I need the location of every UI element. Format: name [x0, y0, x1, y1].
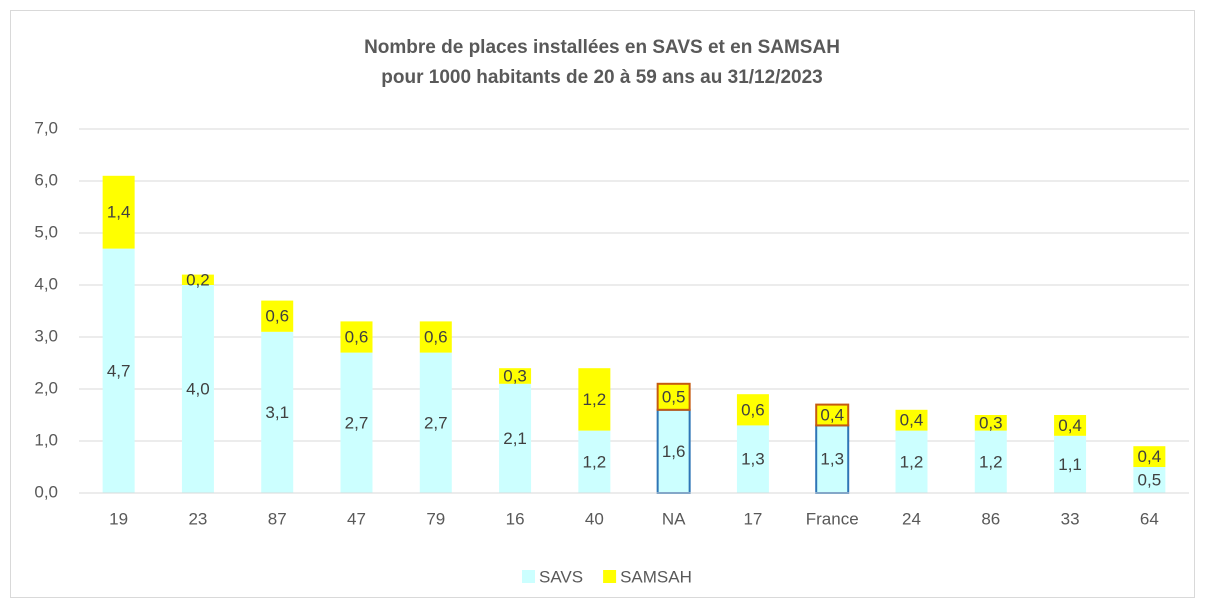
bar-segment	[102, 175, 135, 249]
y-tick-label: 3,0	[34, 326, 58, 345]
x-tick-label: 16	[506, 509, 525, 528]
x-tick-label: 33	[1061, 509, 1080, 528]
bar-segment	[578, 430, 611, 493]
bar-segment	[1133, 467, 1166, 493]
data-label: 0,4	[1138, 447, 1162, 466]
x-tick-label: 40	[585, 509, 604, 528]
data-label: 3,1	[265, 403, 289, 422]
chart-title: pour 1000 habitants de 20 à 59 ans au 31…	[381, 67, 822, 88]
bar-segment	[261, 300, 294, 332]
x-tick-label: 87	[268, 509, 287, 528]
chart-title: Nombre de places installées en SAVS et e…	[364, 37, 840, 58]
bar-segment	[1133, 446, 1166, 467]
x-tick-label: 64	[1140, 509, 1159, 528]
bar-segment	[340, 352, 373, 493]
x-tick-label: 47	[347, 509, 366, 528]
data-label: 1,2	[583, 452, 607, 471]
bar-segment	[974, 430, 1007, 493]
data-label: 4,0	[186, 379, 210, 398]
legend-swatch	[522, 570, 535, 583]
legend-label: SAMSAH	[620, 567, 692, 586]
bar-segment	[974, 415, 1007, 431]
x-tick-label: France	[806, 509, 859, 528]
y-tick-label: 4,0	[34, 274, 58, 293]
bar-segment	[656, 408, 691, 494]
bar-segment	[736, 394, 769, 426]
data-label: 4,7	[107, 361, 131, 380]
data-label: 2,7	[424, 413, 448, 432]
bar-segment	[340, 321, 373, 353]
x-tick-label: NA	[662, 509, 686, 528]
y-tick-label: 7,0	[34, 118, 58, 137]
y-tick-label: 1,0	[34, 430, 58, 449]
bar-segment	[578, 368, 611, 431]
y-tick-label: 6,0	[34, 170, 58, 189]
data-label: 1,1	[1058, 455, 1082, 474]
bar-segment	[419, 321, 452, 353]
data-label: 0,3	[503, 366, 527, 385]
data-label: 0,4	[900, 411, 924, 430]
bar-segment	[895, 430, 928, 493]
data-label: 1,2	[583, 390, 607, 409]
y-tick-label: 5,0	[34, 222, 58, 241]
data-label: 1,2	[979, 452, 1003, 471]
bar-segment	[736, 425, 769, 493]
data-label: 1,2	[900, 452, 924, 471]
data-label: 0,6	[265, 307, 289, 326]
bar-segment	[102, 248, 135, 493]
x-tick-label: 23	[188, 509, 207, 528]
data-label: 0,6	[424, 327, 448, 346]
data-label: 0,6	[741, 400, 765, 419]
x-tick-label: 19	[109, 509, 128, 528]
bar-segment	[815, 403, 850, 427]
bar-segment	[181, 274, 214, 285]
data-label: 0,6	[345, 327, 369, 346]
x-tick-label: 86	[981, 509, 1000, 528]
bar-segment	[656, 382, 691, 411]
data-label: 0,5	[662, 387, 686, 406]
data-label: 2,7	[345, 413, 369, 432]
bar-segment	[1054, 415, 1087, 436]
bar-segment	[419, 352, 452, 493]
bar-segment	[261, 331, 294, 493]
bar-segment	[895, 409, 928, 431]
bar-segment	[499, 383, 532, 493]
x-tick-label: 17	[743, 509, 762, 528]
bar-segment	[1054, 435, 1087, 493]
data-label: 0,3	[979, 413, 1003, 432]
data-label: 0,2	[186, 270, 210, 289]
legend-swatch	[603, 570, 617, 583]
y-tick-label: 2,0	[34, 378, 58, 397]
x-tick-label: 79	[426, 509, 445, 528]
data-label: 1,6	[662, 442, 686, 461]
data-label: 0,4	[1058, 416, 1082, 435]
bar-segment	[181, 285, 214, 493]
data-label: 0,4	[820, 405, 844, 424]
data-label: 1,3	[741, 450, 765, 469]
data-label: 2,1	[503, 429, 527, 448]
x-tick-label: 24	[902, 509, 921, 528]
data-label: 1,4	[107, 203, 131, 222]
y-tick-label: 0,0	[34, 482, 58, 501]
data-label: 0,5	[1138, 470, 1162, 489]
legend-label: SAVS	[539, 567, 583, 586]
bar-segment	[499, 368, 532, 384]
data-label: 1,3	[820, 450, 844, 469]
